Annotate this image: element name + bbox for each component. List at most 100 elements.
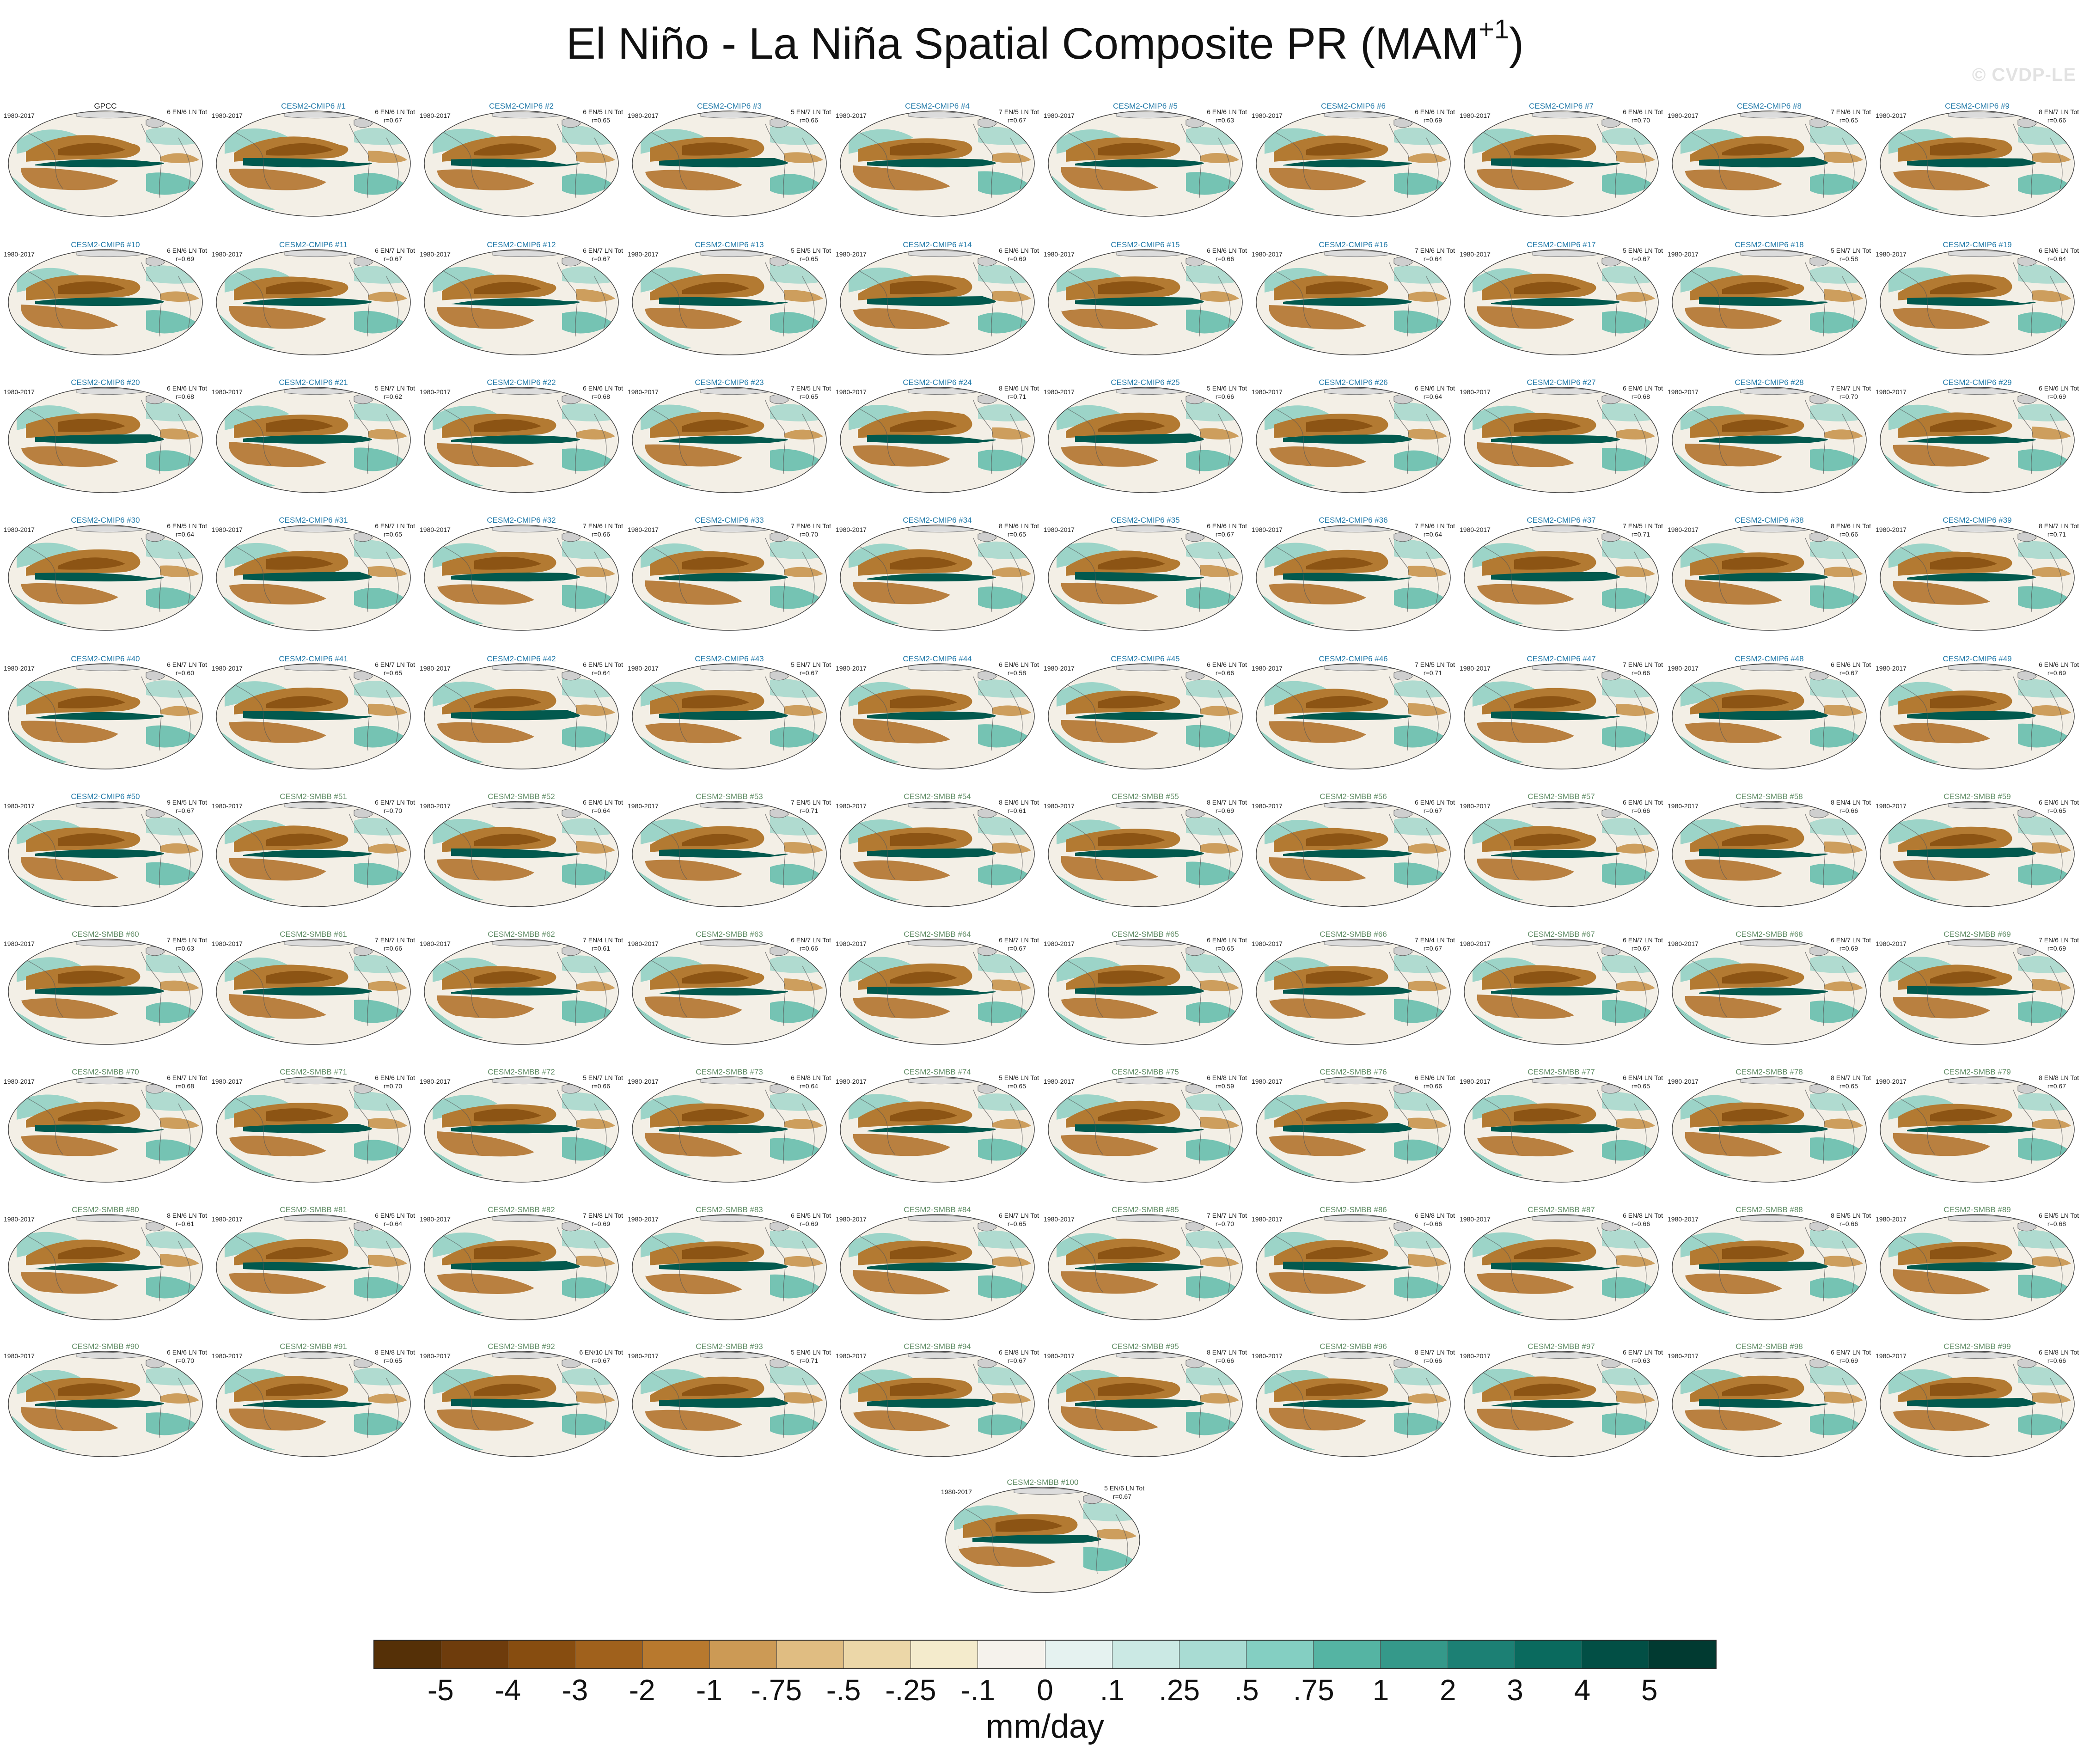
- panel-pattern-correlation: r=0.70: [175, 1357, 194, 1364]
- panel-event-counts: 7 EN/7 LN Tot: [375, 936, 415, 944]
- teal-anomaly-northwest: [849, 405, 913, 430]
- precip-anomaly-map: [8, 1214, 203, 1320]
- brown-anomaly-core: [1722, 282, 1789, 294]
- teal-anomaly-northeast: [1602, 818, 1657, 836]
- precip-anomaly-map: [1256, 1076, 1451, 1183]
- brown-anomaly-south: [1893, 308, 1990, 329]
- panel-title: CESM2-CMIP6 #10: [71, 240, 140, 249]
- colorbar-box: [978, 1641, 1045, 1668]
- map-border: [1048, 1351, 1243, 1457]
- panel-years: 1980-2017: [1044, 388, 1075, 396]
- panel-years: 1980-2017: [941, 1488, 972, 1495]
- greenland-outline: [1083, 1494, 1102, 1504]
- map-border: [1048, 663, 1243, 769]
- panel-event-counts: 6 EN/6 LN Tot: [167, 247, 207, 254]
- teal-anomaly-equatorial: [867, 987, 996, 996]
- precip-anomaly-map: [1256, 525, 1451, 631]
- teal-anomaly-northeast: [146, 402, 202, 421]
- panel-title: CESM2-CMIP6 #6: [1321, 102, 1386, 110]
- greenland-outline: [1186, 808, 1205, 818]
- map-panel: CESM2-SMBB #100 1980-2017 5 EN/6 LN Tot r=0…: [941, 1478, 1144, 1603]
- greenland-outline: [1393, 808, 1413, 818]
- panel-event-counts: 6 EN/7 LN Tot: [375, 661, 415, 668]
- teal-anomaly-northeast: [146, 680, 202, 698]
- panel-event-counts: 6 EN/7 LN Tot: [999, 936, 1039, 944]
- brown-anomaly-south: [21, 446, 118, 467]
- teal-anomaly-northwest: [641, 956, 705, 982]
- teal-anomaly-northeast: [770, 1230, 825, 1249]
- panel-title: CESM2-SMBB #82: [488, 1205, 555, 1214]
- precip-anomaly-map: [424, 110, 619, 217]
- teal-anomaly-equatorial: [451, 1398, 580, 1408]
- teal-anomaly-northeast: [1810, 403, 1865, 421]
- brown-anomaly-core: [1930, 695, 1997, 708]
- map-border: [1256, 801, 1451, 907]
- panel-pattern-correlation: r=0.68: [2047, 1220, 2066, 1227]
- brown-anomaly-core: [682, 695, 749, 708]
- panel-event-counts: 5 EN/7 LN Tot: [791, 661, 831, 668]
- greenland-outline: [1186, 1358, 1205, 1368]
- coastline-americas: [349, 1364, 370, 1439]
- coastline-americas: [1805, 537, 1826, 612]
- precip-anomaly-map: [1464, 801, 1659, 907]
- teal-anomaly-equatorial: [451, 298, 580, 306]
- teal-anomaly-northwest: [225, 1368, 289, 1394]
- teal-anomaly-northeast: [1186, 265, 1241, 284]
- teal-anomaly-equatorial: [35, 986, 164, 996]
- panel-pattern-correlation: r=0.66: [1423, 1082, 1442, 1090]
- brown-anomaly-south: [1269, 1408, 1366, 1431]
- panel-years: 1980-2017: [420, 388, 451, 396]
- brown-anomaly-atlantic: [1616, 704, 1655, 716]
- teal-anomaly-northeast: [2018, 263, 2073, 284]
- map-border: [216, 110, 411, 217]
- teal-anomaly-northeast: [146, 817, 202, 836]
- map-panel: CESM2-SMBB #83 1980-2017 6 EN/5 LN Tot r=0.…: [628, 1205, 831, 1330]
- brown-anomaly-core: [1514, 143, 1581, 156]
- map-border: [632, 939, 827, 1045]
- panel-title: CESM2-SMBB #86: [1320, 1205, 1387, 1214]
- panel-pattern-correlation: r=0.67: [2047, 1082, 2066, 1090]
- panel-years: 1980-2017: [4, 1352, 35, 1360]
- teal-anomaly-southeast: [354, 726, 405, 748]
- panel-event-counts: 7 EN/7 LN Tot: [1831, 385, 1871, 392]
- brown-anomaly-south: [1269, 305, 1366, 330]
- coastline-asia: [645, 128, 687, 189]
- brown-anomaly-atlantic: [1408, 1117, 1447, 1129]
- panel-pattern-correlation: r=0.67: [591, 1357, 610, 1364]
- map-panel: CESM2-SMBB #61 1980-2017 7 EN/7 LN Tot r=0.…: [212, 930, 415, 1055]
- precip-anomaly-map: [1256, 1351, 1451, 1457]
- teal-anomaly-northeast: [1186, 402, 1241, 421]
- panel-years: 1980-2017: [420, 1215, 451, 1223]
- teal-anomaly-equatorial: [243, 1124, 372, 1134]
- teal-anomaly-equatorial: [867, 711, 996, 720]
- coastline-americas: [1389, 814, 1410, 889]
- teal-anomaly-southeast: [146, 1276, 197, 1299]
- panel-event-counts: 8 EN/8 LN Tot: [2039, 1074, 2079, 1081]
- map-panel: CESM2-SMBB #95 1980-2017 8 EN/7 LN Tot r=0.…: [1044, 1342, 1247, 1467]
- teal-anomaly-northwest: [433, 128, 497, 154]
- panel-years: 1980-2017: [1044, 112, 1075, 119]
- map-border: [1672, 663, 1867, 769]
- map-border: [1672, 110, 1867, 217]
- map-panel: CESM2-SMBB #84 1980-2017 6 EN/7 LN Tot r=0.…: [836, 1205, 1039, 1330]
- panel-title: CESM2-CMIP6 #48: [1735, 654, 1804, 663]
- greenland-outline: [1186, 946, 1205, 956]
- panel-title: CESM2-SMBB #93: [696, 1342, 763, 1351]
- panel-years: 1980-2017: [1668, 802, 1699, 810]
- teal-anomaly-equatorial: [1491, 1124, 1620, 1134]
- panel-pattern-correlation: r=0.66: [383, 945, 402, 952]
- map-panel: CESM2-SMBB #68 1980-2017 6 EN/7 LN Tot r=0.…: [1668, 930, 1871, 1055]
- greenland-outline: [1809, 808, 1829, 818]
- teal-anomaly-equatorial: [451, 159, 580, 168]
- coastline-asia: [645, 1368, 687, 1429]
- map-border: [840, 663, 1035, 769]
- map-border: [1048, 525, 1243, 631]
- map-border: [8, 387, 203, 493]
- coastline-asia: [1269, 267, 1311, 328]
- teal-anomaly-northeast: [354, 955, 409, 973]
- brown-anomaly-south: [1477, 442, 1574, 467]
- colorbar-tick-label: 3: [1507, 1673, 1523, 1707]
- panel-pattern-correlation: r=0.66: [1631, 669, 1650, 677]
- brown-anomaly-south: [1061, 167, 1158, 191]
- precip-anomaly-map: [424, 1214, 619, 1320]
